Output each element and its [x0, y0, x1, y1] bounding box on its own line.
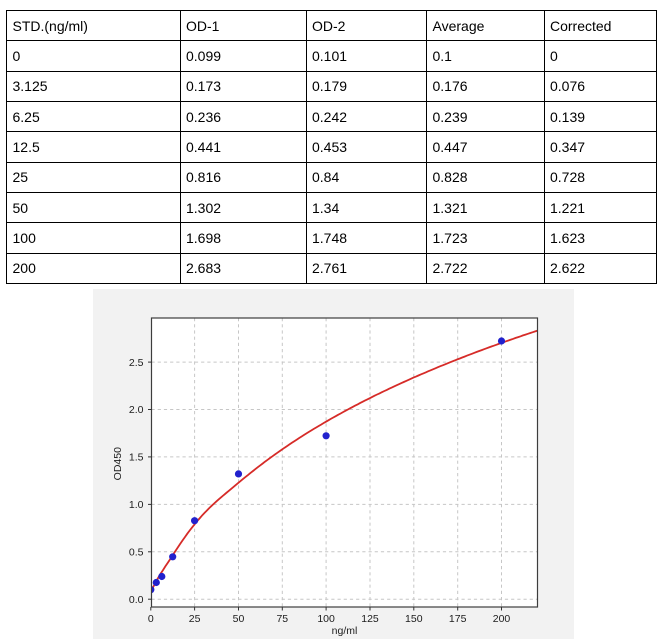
svg-text:1.0: 1.0	[129, 499, 144, 511]
svg-text:100: 100	[317, 613, 335, 625]
svg-text:75: 75	[276, 613, 288, 625]
svg-text:0.0: 0.0	[129, 594, 144, 606]
svg-text:2.5: 2.5	[129, 357, 144, 369]
svg-text:50: 50	[233, 613, 245, 625]
svg-text:2.0: 2.0	[129, 404, 144, 416]
svg-text:25: 25	[189, 613, 201, 625]
svg-text:ng/ml: ng/ml	[332, 625, 358, 637]
svg-text:150: 150	[405, 613, 423, 625]
svg-text:0: 0	[148, 613, 154, 625]
svg-text:125: 125	[361, 613, 379, 625]
svg-text:OD450: OD450	[112, 447, 124, 480]
svg-text:200: 200	[493, 613, 511, 625]
svg-text:175: 175	[449, 613, 467, 625]
svg-text:0.5: 0.5	[129, 547, 144, 559]
svg-text:1.5: 1.5	[129, 452, 144, 464]
